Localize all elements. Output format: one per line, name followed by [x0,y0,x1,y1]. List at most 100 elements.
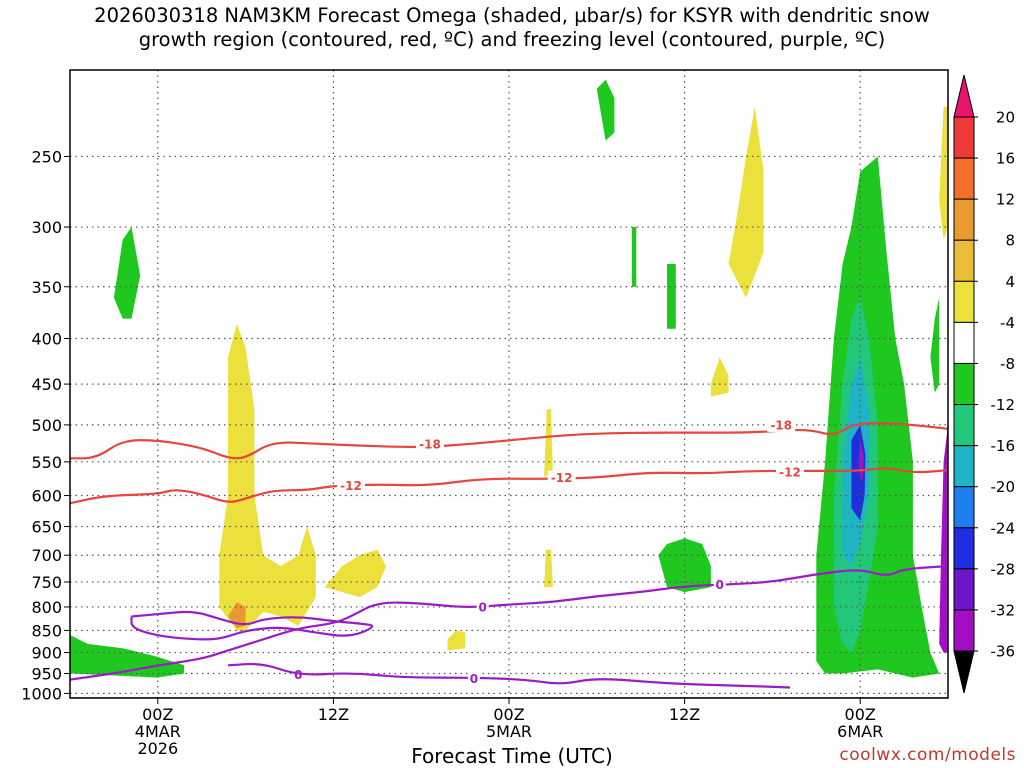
colorbar-band [953,116,975,159]
colorbar-label: 12 [996,191,1015,209]
y-tick-label: 400 [31,329,62,348]
contour-label-bg [713,577,726,592]
x-axis-title: Forecast Time (UTC) [411,744,613,768]
contour-0b [130,610,374,641]
y-tick-label: 750 [31,573,62,592]
contour-label-bg [336,478,365,493]
chart-title-line2: growth region (contoured, red, ºC) and f… [138,28,886,51]
contour-label: 0 [470,672,478,686]
shaded-region-green-thin-2 [667,264,676,329]
colorbar-label: -8 [1000,355,1015,373]
colorbar-top-arrow [953,74,975,118]
contour-label: -12 [551,471,573,485]
shaded-region-yellow-mid-right [324,549,387,598]
contour-label: 0 [716,578,724,592]
contour-label: -18 [770,418,792,432]
colorbar-label: -12 [991,396,1016,414]
x-tick-label: 12Z [669,705,700,724]
chart-title-line1: 2026030318 NAM3KM Forecast Omega (shaded… [94,4,930,27]
contour-0 [70,565,948,681]
x-tick-date: 6MAR [837,722,883,741]
omega-shading [70,79,948,678]
contour-label-bg [775,465,804,480]
shaded-region-green-top-center [596,79,615,141]
contour-label-bg [415,436,444,451]
colorbar-band [953,239,975,282]
shaded-region-purple-right-edge [939,424,948,653]
colorbar-bottom-arrow [953,650,975,694]
contour--12 [70,467,948,505]
y-tick-label: 1000 [21,684,62,703]
x-tick-label: 00Z [845,705,876,724]
colorbar-band [953,280,975,323]
colorbar-band [953,527,975,570]
shaded-region-yellow-tower-left [219,323,316,631]
shaded-region-yellow-upper-right [728,106,764,298]
contour-label: 0 [478,600,486,614]
shaded-region-yellow-strip-5mar-b [544,549,553,588]
x-tick-date: 5MAR [486,722,532,741]
colorbar-band [953,404,975,447]
y-axis: 250 300 350 400 450 500 550 600 650 700 750 800 850 9… [21,147,70,703]
contour-label-bg [767,417,796,432]
x-tick-label: 00Z [493,705,524,724]
y-tick-label: 450 [31,375,62,394]
y-tick-label: 900 [31,644,62,663]
colorbar-band [953,157,975,200]
colorbar-band [953,198,975,241]
contour-label: -18 [419,437,441,451]
x-tick-label: 00Z [142,705,173,724]
y-tick-label: 700 [31,546,62,565]
shaded-region-green-left-top [113,227,141,319]
y-tick-label: 350 [31,278,62,297]
colorbar-label: 8 [1005,232,1015,250]
colorbar-label: -20 [991,478,1016,496]
colorbar-label: 20 [996,109,1015,127]
shaded-region-yellow-mid-small [710,357,729,397]
colorbar-label: -16 [991,437,1016,455]
shaded-region-yellow-strip-5mar [544,409,553,476]
y-tick-label: 800 [31,598,62,617]
x-tick-date: 4MAR [135,722,181,741]
chart-title: 2026030318 NAM3KM Forecast Omega (shaded… [0,4,1024,52]
y-tick-label: 650 [31,518,62,537]
colorbar-label: -32 [991,601,1016,619]
contour-label: 0 [294,668,302,682]
colorbar-label: -4 [1000,314,1015,332]
colorbar-label: 16 [996,150,1015,168]
contour-label-bg [547,470,576,485]
colorbar-band [953,321,975,364]
y-tick-label: 300 [31,218,62,237]
grid [70,70,948,698]
colorbar-label: -24 [991,519,1016,537]
colorbar-band [953,609,975,652]
contour-label: -12 [340,479,362,493]
contour-label-bg [467,671,480,686]
x-tick-label: 12Z [318,705,349,724]
colorbar-band [953,362,975,406]
colorbar-label: -36 [991,643,1016,661]
colorbar-band [953,445,975,488]
credit-link[interactable]: coolwx.com/models [839,745,1016,765]
shaded-region-yellow-small [447,630,466,651]
contour-label: -12 [779,466,801,480]
colorbar: 20 16 12 8 4 -4 -8 -12 -16 -20 -24 -28 -32 -36 [953,74,1016,694]
y-tick-label: 550 [31,453,62,472]
colorbar-band [953,568,975,611]
y-tick-label: 500 [31,416,62,435]
colorbar-label: -28 [991,560,1016,578]
shaded-region-green-thin-1 [631,227,637,287]
y-tick-label: 950 [31,665,62,684]
contour-label-bg [476,599,489,614]
shaded-region-yellow-right-edge [939,106,948,240]
shaded-region-green-right-top-edge [930,297,940,393]
contour--18 [70,422,948,460]
y-tick-label: 850 [31,621,62,640]
y-tick-label: 250 [31,147,62,166]
colorbar-label: 4 [1005,273,1015,291]
y-tick-label: 600 [31,487,62,506]
contours: -18 -18 -12 -12 -12 0 0 0 0 [70,417,948,689]
x-tick-year: 2026 [137,739,178,758]
